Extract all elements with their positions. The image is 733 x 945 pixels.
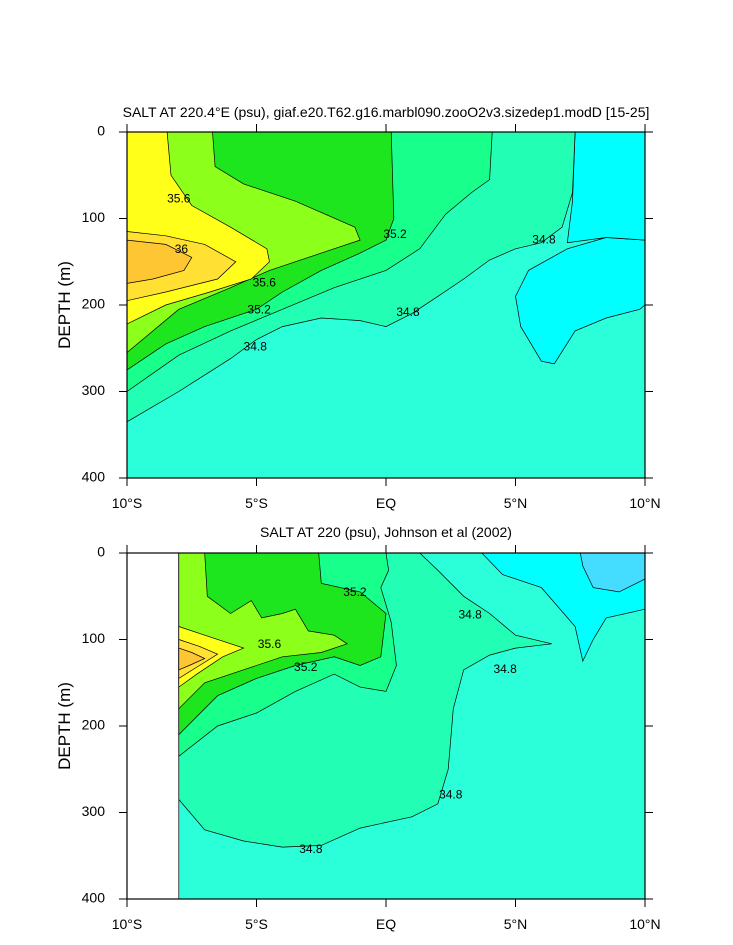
y-tick-label: 300	[82, 803, 106, 819]
contour-region	[515, 237, 645, 365]
x-tick-label: EQ	[376, 916, 396, 932]
contour-label: 36	[175, 242, 189, 256]
contour-label: 35.2	[383, 227, 407, 241]
contour-label: 34.8	[493, 662, 517, 676]
contour-label: 34.8	[439, 787, 463, 801]
contour-region	[178, 647, 206, 671]
contour-label: 34.8	[299, 842, 323, 856]
y-axis-label: DEPTH (m)	[55, 682, 74, 770]
y-axis-label: DEPTH (m)	[55, 261, 74, 349]
contour-label: 35.6	[253, 276, 277, 290]
x-tick-label: 10°N	[629, 495, 660, 511]
contour-label: 35.6	[258, 637, 282, 651]
contour-label: 35.6	[167, 192, 191, 206]
chart-title: SALT AT 220.4°E (psu), giaf.e20.T62.g16.…	[123, 104, 650, 120]
y-tick-label: 0	[97, 544, 105, 560]
y-tick-label: 0	[97, 123, 105, 139]
x-tick-label: 5°S	[245, 495, 268, 511]
contour-label: 35.2	[343, 585, 367, 599]
x-tick-label: 5°N	[504, 495, 528, 511]
plot	[178, 553, 645, 899]
contour-label: 34.8	[532, 232, 556, 246]
y-tick-label: 100	[82, 209, 106, 225]
y-tick-label: 200	[82, 717, 106, 733]
plot	[127, 132, 645, 478]
y-tick-label: 400	[82, 469, 106, 485]
x-tick-label: EQ	[376, 495, 396, 511]
contour-label: 35.2	[294, 660, 318, 674]
contour-region	[127, 239, 193, 284]
contour-label: 34.8	[396, 305, 420, 319]
y-tick-label: 300	[82, 382, 106, 398]
y-tick-label: 400	[82, 890, 106, 906]
y-tick-label: 200	[82, 296, 106, 312]
contour-region	[178, 553, 348, 710]
contour-region	[566, 132, 645, 244]
contour-region	[579, 553, 645, 593]
chart-title: SALT AT 220 (psu), Johnson et al (2002)	[260, 524, 512, 540]
x-tick-label: 10°N	[629, 916, 660, 932]
x-tick-label: 10°S	[112, 495, 143, 511]
y-tick-label: 100	[82, 630, 106, 646]
x-tick-label: 5°N	[504, 916, 528, 932]
contour-label: 34.8	[244, 340, 268, 354]
contour-label: 35.2	[247, 302, 271, 316]
x-tick-label: 5°S	[245, 916, 268, 932]
x-tick-label: 10°S	[112, 916, 143, 932]
contour-label: 34.8	[458, 607, 482, 621]
